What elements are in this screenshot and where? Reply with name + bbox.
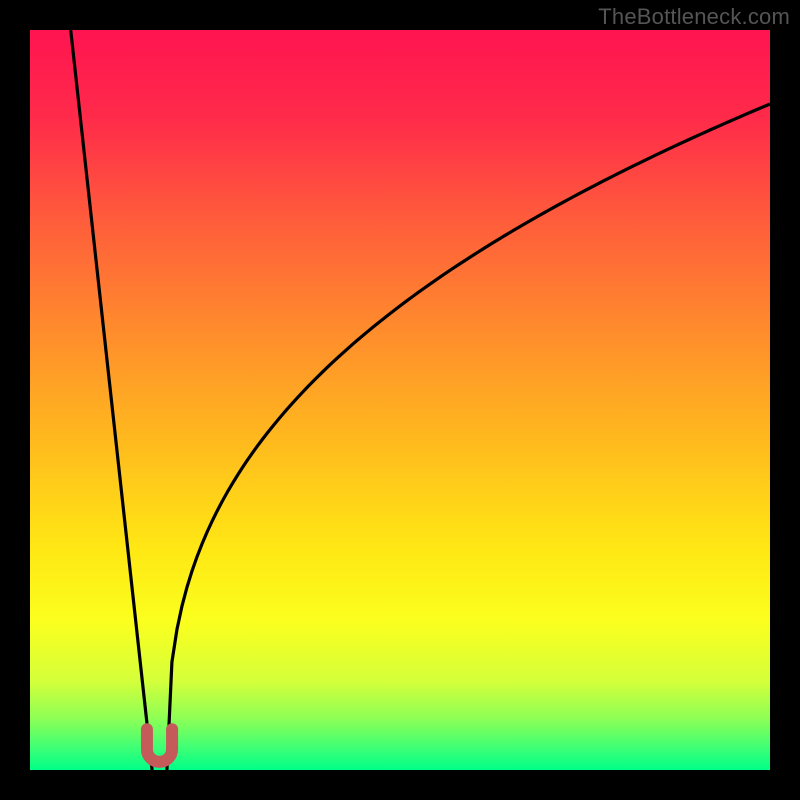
bottleneck-chart (30, 30, 770, 770)
chart-root: TheBottleneck.com (0, 0, 800, 800)
watermark-text: TheBottleneck.com (598, 4, 790, 30)
